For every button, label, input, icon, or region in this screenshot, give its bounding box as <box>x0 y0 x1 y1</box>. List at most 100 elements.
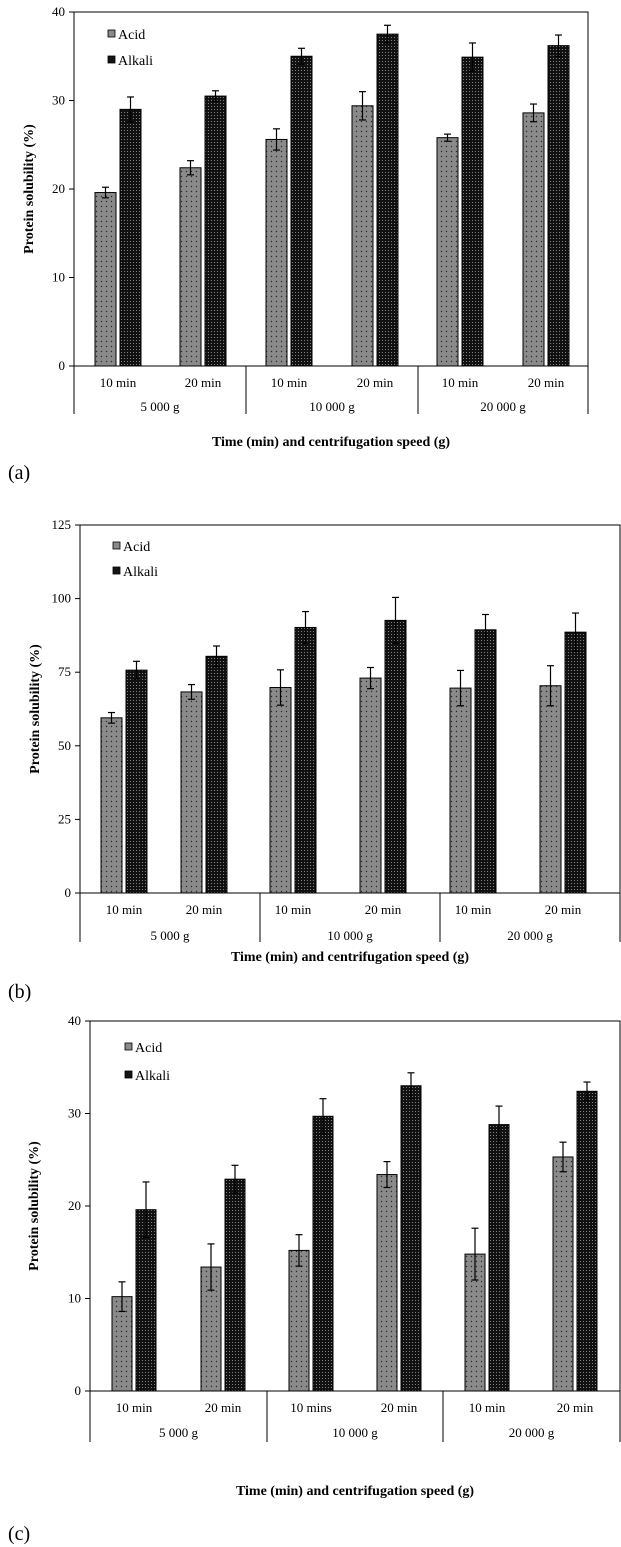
y-tick-label: 40 <box>68 1013 81 1028</box>
bar-alkali <box>547 45 570 367</box>
bar-acid <box>288 1249 310 1392</box>
chart-panel-2: 0 25 50 75 100 125 10 min 20 min 10 min 20 min 10 … <box>8 517 621 1003</box>
legend-swatch-alkali <box>112 566 121 575</box>
x-category-label: 10 min <box>455 902 492 917</box>
bar-acid <box>100 717 123 894</box>
chart-panel-3: 0 10 20 30 40 10 min 20 min 10 mins 20 min 10 min… <box>8 1013 621 1545</box>
bar-acid <box>539 685 562 894</box>
bar-acid <box>180 691 203 894</box>
bar-alkali <box>488 1124 510 1392</box>
bar-acid <box>436 137 459 367</box>
y-tick-label: 30 <box>68 1106 81 1121</box>
x-group-label: 5 000 g <box>141 399 181 414</box>
bar-acid <box>359 677 382 894</box>
x-category-label: 10 min <box>275 902 312 917</box>
x-category-label: 20 min <box>545 902 582 917</box>
x-category-label: 10 mins <box>290 1400 332 1415</box>
bar-alkali <box>576 1090 598 1392</box>
y-tick-label: 0 <box>59 358 66 373</box>
legend-label: Alkali <box>118 54 153 69</box>
bar-alkali <box>376 33 399 367</box>
x-category-label: 20 min <box>357 375 394 390</box>
x-category-label: 10 min <box>106 902 143 917</box>
x-group-label: 10 000 g <box>309 399 355 414</box>
bar-acid <box>376 1174 398 1392</box>
x-axis-title: Time (min) and centrifugation speed (g) <box>236 1484 474 1499</box>
y-tick-label: 0 <box>75 1383 82 1398</box>
x-category-label: 20 min <box>528 375 565 390</box>
bar-alkali <box>312 1115 334 1392</box>
panel-label: (c) <box>8 1523 30 1545</box>
x-group-label: 10 000 g <box>332 1425 378 1440</box>
y-axis-title: Protein solubility (%) <box>28 644 43 774</box>
bar-alkali <box>294 626 317 894</box>
x-group-label: 10 000 g <box>327 928 373 943</box>
x-category-label: 20 min <box>365 902 402 917</box>
legend-label: Alkali <box>123 565 158 580</box>
x-group-label: 5 000 g <box>159 1425 199 1440</box>
bar-alkali <box>119 108 142 367</box>
y-tick-label: 50 <box>58 738 71 753</box>
bar-acid <box>265 138 288 367</box>
y-tick-label: 25 <box>58 811 71 826</box>
bar-acid <box>522 112 545 367</box>
x-axis-title: Time (min) and centrifugation speed (g) <box>212 435 450 450</box>
y-tick-label: 125 <box>52 517 72 532</box>
legend-label: Alkali <box>135 1069 170 1084</box>
y-axis-title: Protein solubility (%) <box>27 1141 42 1271</box>
y-tick-label: 20 <box>68 1198 81 1213</box>
x-category-label: 10 min <box>100 375 137 390</box>
bar-acid <box>94 192 117 367</box>
x-category-label: 20 min <box>205 1400 242 1415</box>
legend-swatch-acid <box>124 1042 133 1051</box>
bar-alkali <box>290 55 313 367</box>
legend-label: Acid <box>118 28 145 43</box>
x-category-label: 20 min <box>557 1400 594 1415</box>
x-category-label: 10 min <box>116 1400 153 1415</box>
legend-label: Acid <box>123 540 150 555</box>
bar-alkali <box>125 669 148 894</box>
x-category-label: 20 min <box>186 902 223 917</box>
y-tick-label: 75 <box>58 664 71 679</box>
legend-label: Acid <box>135 1041 162 1056</box>
bar-alkali <box>384 619 407 894</box>
y-tick-label: 40 <box>52 4 65 19</box>
panel-label: (b) <box>8 981 31 1003</box>
legend-swatch-acid <box>107 29 116 38</box>
bar-acid <box>351 105 374 367</box>
bar-alkali <box>400 1085 422 1392</box>
legend-swatch-alkali <box>124 1070 133 1079</box>
y-tick-label: 0 <box>65 885 72 900</box>
x-group-label: 20 000 g <box>509 1425 555 1440</box>
x-category-label: 20 min <box>185 375 222 390</box>
y-tick-label: 10 <box>68 1291 81 1306</box>
bar-acid <box>552 1156 574 1392</box>
y-tick-label: 30 <box>52 93 65 108</box>
x-group-label: 20 000 g <box>507 928 553 943</box>
legend-swatch-alkali <box>107 55 116 64</box>
x-category-label: 10 min <box>442 375 479 390</box>
bar-alkali <box>564 631 587 894</box>
x-category-label: 10 min <box>469 1400 506 1415</box>
x-axis-title: Time (min) and centrifugation speed (g) <box>231 950 469 965</box>
bar-acid <box>269 687 292 894</box>
bar-alkali <box>224 1178 246 1392</box>
panel-label: (a) <box>8 462 30 484</box>
y-tick-label: 100 <box>52 591 72 606</box>
legend-swatch-acid <box>112 541 121 550</box>
x-category-label: 20 min <box>381 1400 418 1415</box>
bar-alkali <box>461 56 484 367</box>
x-group-label: 20 000 g <box>480 399 526 414</box>
x-category-label: 10 min <box>271 375 308 390</box>
y-axis-title: Protein solubility (%) <box>22 124 37 254</box>
bar-alkali <box>205 655 228 894</box>
bar-acid <box>449 687 472 894</box>
bar-alkali <box>474 629 497 894</box>
y-tick-label: 20 <box>52 181 65 196</box>
plot-frame <box>79 524 621 894</box>
y-tick-label: 10 <box>52 270 65 285</box>
bar-acid <box>179 167 202 367</box>
bar-alkali <box>204 95 227 367</box>
